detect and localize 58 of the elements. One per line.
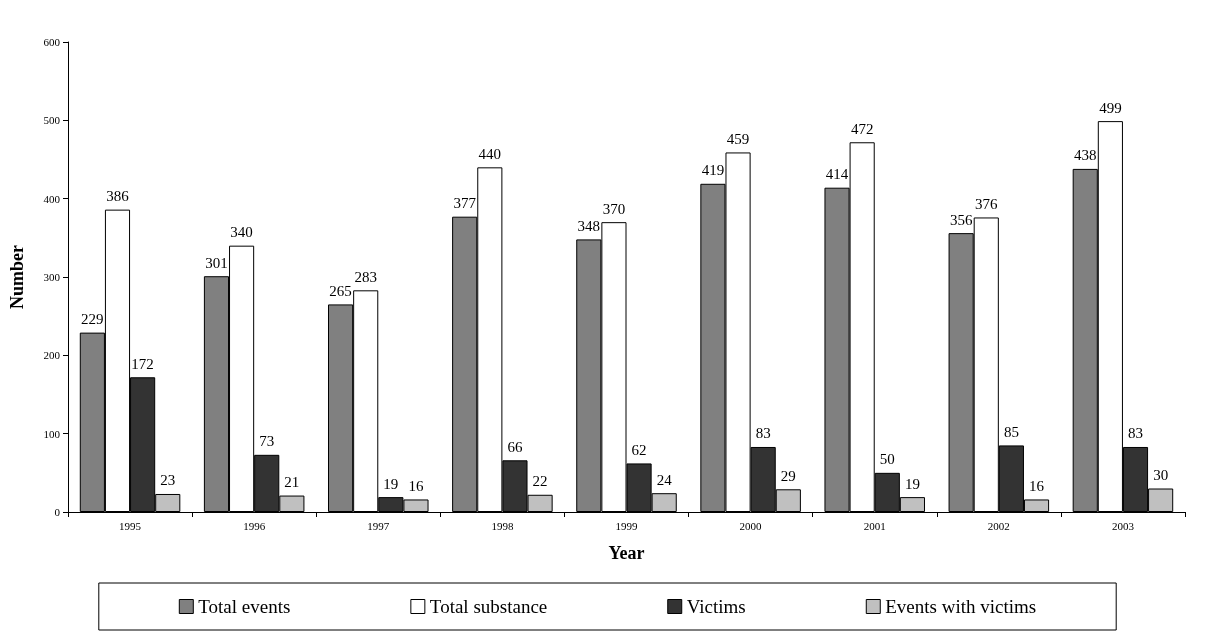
data-label: 440 — [478, 145, 502, 162]
data-label: 229 — [81, 311, 104, 328]
data-label: 386 — [106, 188, 130, 205]
data-label: 30 — [1153, 467, 1169, 483]
x-tick-label: 1999 — [615, 519, 638, 532]
y-tick-label: 500 — [43, 114, 61, 127]
data-label: 499 — [1099, 99, 1122, 116]
data-label: 16 — [1029, 477, 1045, 494]
data-label: 376 — [975, 195, 999, 212]
data-label: 459 — [726, 130, 750, 147]
data-label: 340 — [230, 224, 253, 241]
x-tick-label: 1998 — [491, 519, 514, 532]
data-label: 21 — [284, 474, 300, 491]
data-label: 50 — [879, 451, 895, 468]
data-label: 377 — [453, 195, 477, 212]
y-tick-label: 400 — [43, 192, 61, 205]
y-tick-label: 600 — [43, 36, 61, 48]
data-label: 22 — [532, 473, 548, 490]
data-label: 414 — [825, 166, 849, 183]
y-tick-label: 200 — [43, 349, 61, 362]
x-tick-label: 2003 — [1111, 519, 1135, 532]
data-label: 472 — [850, 120, 874, 137]
data-label: 370 — [602, 200, 626, 217]
x-tick-label: 1996 — [243, 519, 266, 532]
x-tick-label: 2000 — [739, 519, 763, 532]
legend-label: Total events — [198, 596, 291, 617]
x-tick-label: 1995 — [119, 519, 142, 532]
data-label: 348 — [577, 217, 601, 234]
x-axis-title: Year — [608, 543, 645, 563]
data-label: 66 — [507, 438, 523, 455]
data-label: 85 — [1003, 423, 1019, 440]
data-label: 438 — [1074, 147, 1097, 164]
data-label: 83 — [755, 425, 771, 442]
legend-label: Victims — [686, 596, 746, 617]
data-label: 16 — [408, 477, 424, 494]
y-tick-label: 0 — [54, 506, 61, 518]
x-tick-label: 1997 — [367, 519, 390, 532]
data-label: 19 — [904, 475, 920, 492]
y-axis-title: Number — [7, 245, 27, 309]
data-label: 29 — [780, 467, 796, 484]
data-label: 172 — [131, 355, 154, 372]
data-label: 24 — [656, 471, 673, 488]
data-label: 23 — [160, 472, 176, 489]
legend-label: Total substance — [429, 596, 548, 617]
y-tick-label: 100 — [43, 427, 61, 440]
legend-label: Events with victims — [885, 596, 1037, 617]
data-label: 356 — [949, 211, 973, 228]
data-label: 301 — [205, 254, 228, 271]
data-label: 19 — [383, 475, 399, 492]
data-label: 83 — [1128, 425, 1144, 442]
data-label: 265 — [329, 282, 352, 299]
data-label: 419 — [701, 162, 725, 179]
x-tick-label: 2001 — [863, 519, 886, 532]
data-label: 73 — [259, 433, 275, 450]
x-tick-label: 2002 — [987, 519, 1010, 532]
y-tick-label: 300 — [43, 271, 61, 283]
data-label: 62 — [631, 441, 647, 458]
data-label: 283 — [354, 268, 377, 285]
